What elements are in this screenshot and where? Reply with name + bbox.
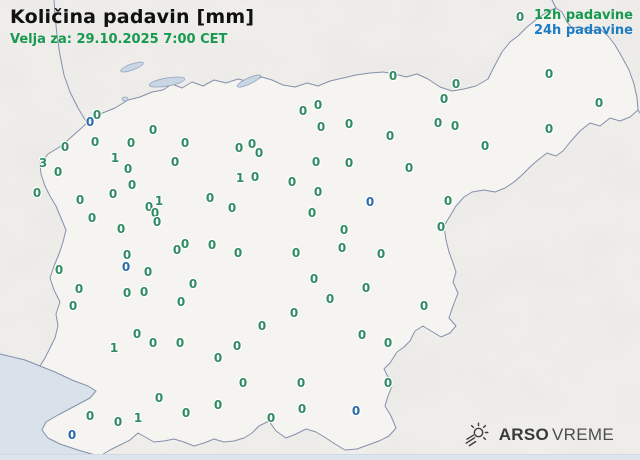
lake (121, 96, 129, 102)
lake (236, 74, 262, 88)
austria-hungary-border (551, 0, 557, 9)
brand-wordmark: ARSO VREME (499, 425, 614, 445)
lake (148, 76, 186, 88)
legend-12h-link[interactable]: 12h padavine (533, 8, 633, 23)
bottom-strip (0, 454, 640, 460)
lake (120, 61, 144, 73)
legend-24h-link[interactable]: 24h padavine (533, 23, 633, 38)
adriatic-sea (0, 354, 110, 460)
italy-austria-border (53, 0, 88, 124)
page-title: Količina padavin [mm] (10, 6, 255, 28)
arso-vreme-logo: ARSO VREME (464, 422, 614, 448)
sun-weather-icon (465, 422, 489, 447)
valid-time-label: Velja za: 29.10.2025 7:00 CET (10, 32, 228, 47)
legend: 12h padavine 24h padavine (534, 8, 633, 38)
slovenia-border (39, 7, 639, 457)
map-header: Količina padavin [mm] Velja za: 29.10.20… (10, 6, 254, 47)
brand-agency: ARSO (498, 425, 550, 444)
brand-product: VREME (552, 425, 614, 444)
italian-coastline (0, 353, 41, 367)
